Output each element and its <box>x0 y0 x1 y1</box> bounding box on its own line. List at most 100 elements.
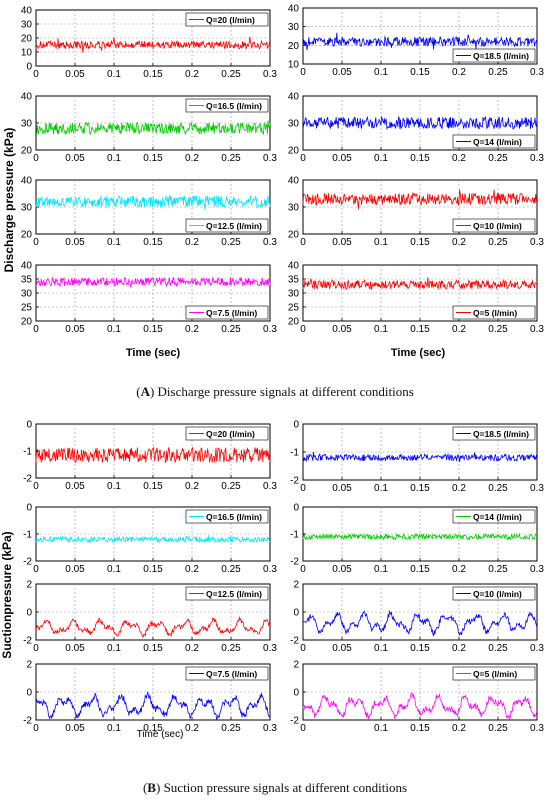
x-tick-label: 0.1 <box>374 67 388 78</box>
y-tick-label: 40 <box>288 261 300 272</box>
y-tick-label: 0 <box>293 688 299 699</box>
y-tick-label: -1 <box>23 530 32 541</box>
y-tick-label: 2 <box>293 660 299 671</box>
x-tick-label: 0.1 <box>107 723 121 734</box>
x-tick-label: 0 <box>300 643 306 654</box>
x-tick-label: 0 <box>300 723 306 734</box>
x-tick-label: 0.05 <box>65 237 85 248</box>
x-tick-label: 0.1 <box>107 481 121 492</box>
x-tick-label: 0.1 <box>107 643 121 654</box>
chart-panel: 0 0.05 0.1 0.15 0.2 0.25 0.3 -2 -1 0 Q=16.5 (l/min… <box>23 503 277 576</box>
x-tick-label: 0.2 <box>185 237 199 248</box>
y-tick-label: 30 <box>21 119 33 130</box>
signal-line <box>302 32 538 51</box>
x-tick-label: 0.2 <box>452 237 466 248</box>
x-tick-label: 0.15 <box>410 153 430 164</box>
x-tick-label: 0.3 <box>530 643 544 654</box>
x-tick-label: 0.1 <box>107 153 121 164</box>
x-tick-label: 0.25 <box>221 153 241 164</box>
legend: Q=12.5 (l/min) <box>185 586 269 601</box>
y-tick-label: 40 <box>21 92 33 103</box>
signal-line <box>35 446 271 464</box>
x-tick-label: 0.15 <box>143 153 163 164</box>
x-tick-label: 0.25 <box>488 324 508 335</box>
y-tick-label: 30 <box>288 22 300 33</box>
x-tick-label: 0.2 <box>185 643 199 654</box>
x-tick-label: 0.25 <box>221 69 241 80</box>
x-tick-label: 0.05 <box>332 643 352 654</box>
x-tick-label: 0 <box>300 483 306 494</box>
x-tick-label: 0 <box>33 723 39 734</box>
x-tick-label: 0 <box>33 153 39 164</box>
x-tick-label: 0.25 <box>221 723 241 734</box>
x-tick-label: 0.05 <box>332 237 352 248</box>
legend-box <box>185 509 269 524</box>
y-tick-label: 20 <box>288 146 300 157</box>
signal-line <box>35 194 271 211</box>
xlabel-suction-left: Time (sec) <box>137 729 184 740</box>
x-tick-label: 0.15 <box>410 237 430 248</box>
x-tick-label: 0 <box>300 237 306 248</box>
x-tick-label: 0 <box>33 237 39 248</box>
legend-label: Q=14 (l/min) <box>473 137 522 147</box>
y-tick-label: 10 <box>288 60 300 71</box>
x-tick-label: 0.25 <box>221 564 241 575</box>
legend-box <box>452 134 536 149</box>
x-tick-label: 0.25 <box>488 237 508 248</box>
x-tick-label: 0 <box>300 564 306 575</box>
x-tick-label: 0.15 <box>143 643 163 654</box>
chart-panel: 0 0.05 0.1 0.15 0.2 0.25 0.3 -2 -1 0 Q=14 (l/min) <box>290 503 544 576</box>
legend-label: Q=12.5 (l/min) <box>206 221 262 231</box>
y-tick-label: 30 <box>21 20 33 31</box>
x-tick-label: 0.05 <box>332 67 352 78</box>
x-tick-label: 0.3 <box>530 723 544 734</box>
y-tick-label: 0 <box>26 420 32 431</box>
legend: Q=5 (l/min) <box>452 305 536 320</box>
x-tick-label: 0 <box>33 643 39 654</box>
y-tick-label: 35 <box>21 275 33 286</box>
x-tick-label: 0.3 <box>263 643 277 654</box>
y-tick-label: 20 <box>21 230 33 241</box>
legend-box <box>185 98 269 113</box>
legend-box <box>185 305 269 320</box>
x-tick-label: 0.2 <box>452 723 466 734</box>
x-tick-label: 0.05 <box>332 153 352 164</box>
x-tick-label: 0.3 <box>530 564 544 575</box>
x-tick-label: 0 <box>300 324 306 335</box>
legend-label: Q=14 (l/min) <box>473 512 522 522</box>
xlabel-discharge-left: Time (sec) <box>126 347 181 359</box>
x-tick-label: 0.05 <box>65 153 85 164</box>
y-tick-label: 40 <box>21 6 33 17</box>
x-tick-label: 0.25 <box>488 723 508 734</box>
x-tick-label: 0.05 <box>65 643 85 654</box>
y-tick-label: -2 <box>290 557 299 568</box>
x-tick-label: 0.15 <box>143 481 163 492</box>
chart-panel: 0 0.05 0.1 0.15 0.2 0.25 0.3 20 30 40 Q=16.5 (l/mi… <box>21 92 278 165</box>
x-tick-label: 0.2 <box>452 153 466 164</box>
x-tick-label: 0.15 <box>410 67 430 78</box>
y-tick-label: 40 <box>21 261 33 272</box>
y-tick-label: -2 <box>290 716 299 727</box>
x-tick-label: 0.15 <box>143 723 163 734</box>
signal-line <box>35 36 271 53</box>
caption-a-text: Discharge pressure signals at different … <box>154 384 414 399</box>
x-tick-label: 0.15 <box>143 69 163 80</box>
x-tick-label: 0.25 <box>488 643 508 654</box>
y-tick-label: -2 <box>23 716 32 727</box>
x-tick-label: 0.15 <box>143 324 163 335</box>
legend-label: Q=18.5 (l/min) <box>473 429 529 439</box>
y-tick-label: -1 <box>290 530 299 541</box>
signal-line <box>302 609 538 637</box>
legend-box <box>452 509 536 524</box>
chart-panel: 0 0.05 0.1 0.15 0.2 0.25 0.3 20 30 40 Q=14 (l/min) <box>288 92 545 165</box>
x-tick-label: 0.1 <box>374 643 388 654</box>
y-tick-label: -2 <box>23 636 32 647</box>
y-tick-label: -2 <box>23 474 32 485</box>
legend: Q=20 (l/min) <box>185 12 269 27</box>
y-tick-label: 40 <box>288 92 300 103</box>
legend-box <box>452 586 536 601</box>
signal-line <box>35 690 271 720</box>
